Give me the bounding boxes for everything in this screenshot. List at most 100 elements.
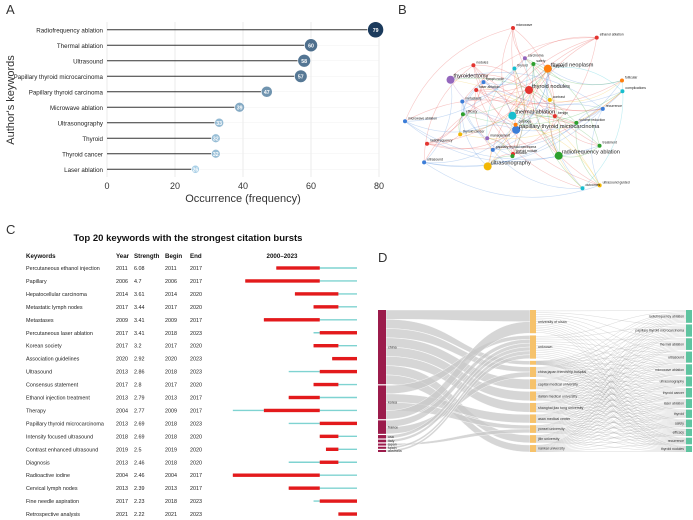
network-edge	[549, 68, 623, 85]
lollipop-value-label: 79	[373, 28, 379, 34]
sankey-country-label: spain	[388, 446, 397, 450]
burst-begin: 2017	[165, 305, 177, 311]
network-node-label: ablation	[515, 151, 527, 155]
sankey-flow-institution-keyword	[535, 316, 687, 392]
network-node	[508, 111, 517, 120]
burst-strength: 3.2	[134, 344, 142, 350]
sankey-flow-institution-keyword	[535, 421, 687, 443]
burst-keyword: Hepatocellular carcinoma	[26, 292, 87, 298]
burst-year: 2021	[116, 512, 128, 518]
sankey-country-label: korea	[388, 400, 397, 404]
sankey-flow-institution-keyword	[535, 375, 687, 440]
network-node	[594, 35, 599, 40]
burst-keyword: Percutaneous ethanol injection	[26, 266, 100, 272]
sankey-institution-node	[530, 379, 536, 390]
citation-bursts-table: Top 20 keywords with the strongest citat…	[26, 233, 357, 518]
burst-end: 2017	[190, 266, 202, 272]
category-label: Papillary thyroid carcinoma	[29, 89, 104, 96]
network-edge	[512, 27, 600, 146]
sankey-flow-institution-keyword	[535, 314, 687, 339]
network-edge	[512, 115, 559, 156]
network-edge	[426, 129, 517, 150]
network-edge	[473, 65, 600, 186]
sankey-flow-institution-keyword	[535, 374, 687, 432]
network-node	[552, 114, 557, 119]
network-edge	[404, 27, 514, 122]
lollipop-dot	[304, 38, 318, 53]
x-tick-labels: 0 20 40 60 80	[104, 181, 384, 191]
burst-bar	[325, 447, 339, 451]
burst-strength: 2.77	[134, 408, 145, 414]
sankey-flow-institution-keyword	[535, 343, 687, 394]
burst-strength: 2.92	[134, 357, 145, 363]
sankey-keyword-node	[686, 437, 692, 445]
network-edge	[473, 65, 516, 126]
network-edge	[462, 101, 514, 155]
burst-bar	[288, 395, 320, 400]
lollipop-dot	[367, 21, 384, 39]
sankey-institution-label: nankai university	[538, 447, 565, 451]
network-node-label: microwave ablation	[408, 116, 437, 120]
sankey-flow-institution-keyword	[535, 331, 687, 405]
network-node-label: thyroid nodule	[516, 149, 537, 153]
burst-year: 2013	[116, 370, 128, 376]
burst-year: 2006	[116, 279, 128, 285]
network-edge	[473, 65, 603, 111]
network-edge	[512, 68, 525, 157]
sankey-flow-institution-keyword	[535, 342, 687, 382]
network-node	[483, 162, 492, 171]
network-edge	[486, 37, 597, 139]
sankey-nodes	[378, 310, 692, 452]
bursts-column-headers: Keywords Year Strength Begin End 2000–2023	[26, 253, 298, 260]
network-edge	[533, 63, 623, 86]
network-edge	[576, 108, 603, 124]
burst-year: 2017	[116, 305, 128, 311]
burst-strength: 3.41	[134, 331, 145, 337]
network-node	[481, 80, 486, 85]
burst-year: 2017	[116, 499, 128, 505]
network-node-label: complications	[625, 86, 646, 90]
network-node-label: treatment	[603, 141, 617, 145]
sankey-institution-label: university of ulsan	[538, 320, 567, 324]
sankey-flow-institution-keyword	[535, 435, 687, 451]
sankey-flow-institution-keyword	[535, 369, 687, 395]
sankey-flow-institution-keyword	[535, 371, 687, 418]
network-edge	[475, 89, 583, 189]
x-tick-label: 80	[374, 181, 384, 191]
burst-end: 2017	[190, 486, 202, 492]
network-edge	[524, 58, 561, 156]
sankey-keyword-label: efficacy	[673, 431, 685, 435]
x-tick-label: 60	[306, 181, 316, 191]
network-node	[471, 63, 476, 68]
column-header: 2000–2023	[267, 253, 299, 260]
sankey-flow-institution-keyword	[535, 328, 687, 430]
lollipop-dot	[297, 54, 311, 68]
network-node	[403, 119, 407, 124]
sankey-keyword-node	[686, 399, 692, 408]
sankey-flow-institution-keyword	[535, 319, 687, 426]
sankey-flow-institution-keyword	[535, 417, 687, 450]
network-node	[554, 151, 563, 160]
network-node-label: surgery	[553, 64, 565, 68]
network-edge	[423, 65, 474, 163]
burst-strength: 2.69	[134, 434, 145, 440]
lollipop-dot	[260, 85, 273, 98]
network-edge	[492, 149, 583, 189]
network-edge	[515, 104, 603, 125]
network-edge	[512, 37, 598, 155]
network-node-label: volume reduction	[579, 118, 605, 122]
network-node	[422, 160, 427, 165]
sankey-keyword-label: recurrence	[668, 439, 684, 443]
sankey-institution-label: dalian medical university	[538, 394, 577, 398]
burst-keyword: Association guidelines	[26, 357, 80, 363]
sankey-keyword-node	[686, 338, 692, 350]
sankey-institution-label: shanghai jiao tong university	[538, 406, 584, 410]
burst-strength: 2.86	[134, 370, 145, 376]
sankey-flow-institution-keyword	[535, 358, 687, 417]
network-edge	[512, 114, 600, 146]
sankey-institution-node	[530, 435, 536, 443]
burst-strength: 3.41	[134, 318, 145, 324]
sankey-flow-institution-keyword	[535, 335, 687, 447]
network-node	[512, 125, 521, 134]
network-edge	[547, 66, 623, 92]
